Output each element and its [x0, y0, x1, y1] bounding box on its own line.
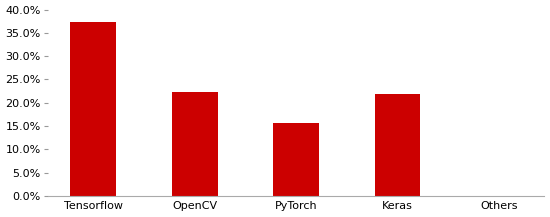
Bar: [172, 92, 218, 196]
Bar: [70, 22, 116, 196]
Bar: [375, 94, 420, 196]
Bar: [273, 123, 319, 196]
